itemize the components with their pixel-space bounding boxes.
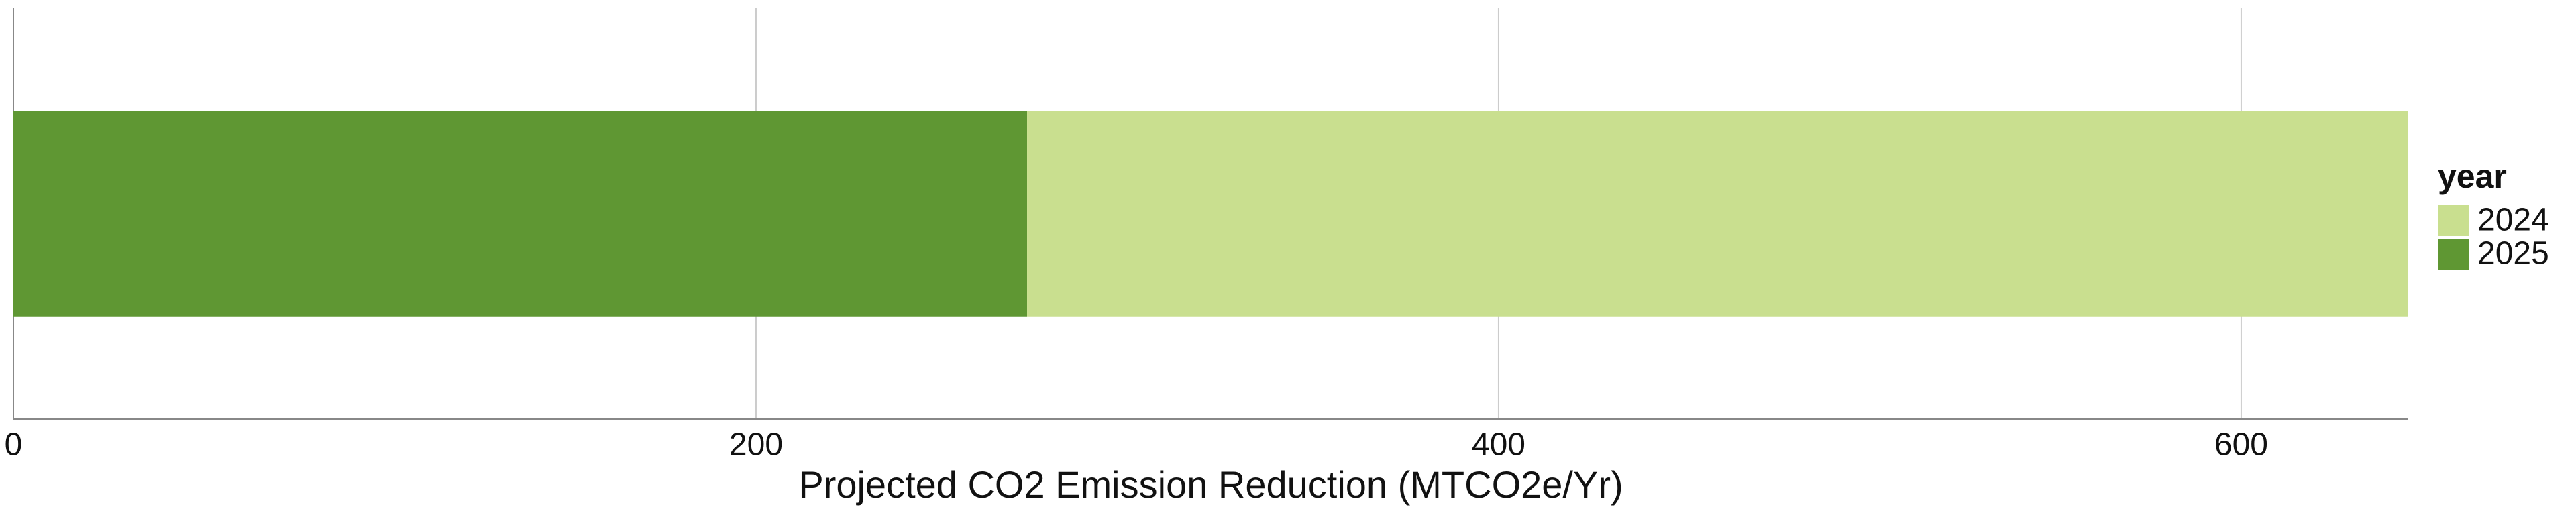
x-tick-label: 400 (1472, 427, 1525, 463)
legend-swatch (2438, 239, 2469, 270)
legend-title: year (2438, 158, 2507, 195)
legend-swatch (2438, 205, 2469, 236)
x-tick-label: 0 (5, 427, 23, 463)
x-axis-title: Projected CO2 Emission Reduction (MTCO2e… (798, 463, 1623, 506)
bar-segment (13, 111, 1028, 317)
bar-segment (1027, 111, 2408, 317)
legend-label: 2024 (2477, 203, 2549, 238)
x-tick-label: 200 (729, 427, 783, 463)
legend-label: 2025 (2477, 236, 2549, 272)
x-tick-label: 600 (2214, 427, 2268, 463)
